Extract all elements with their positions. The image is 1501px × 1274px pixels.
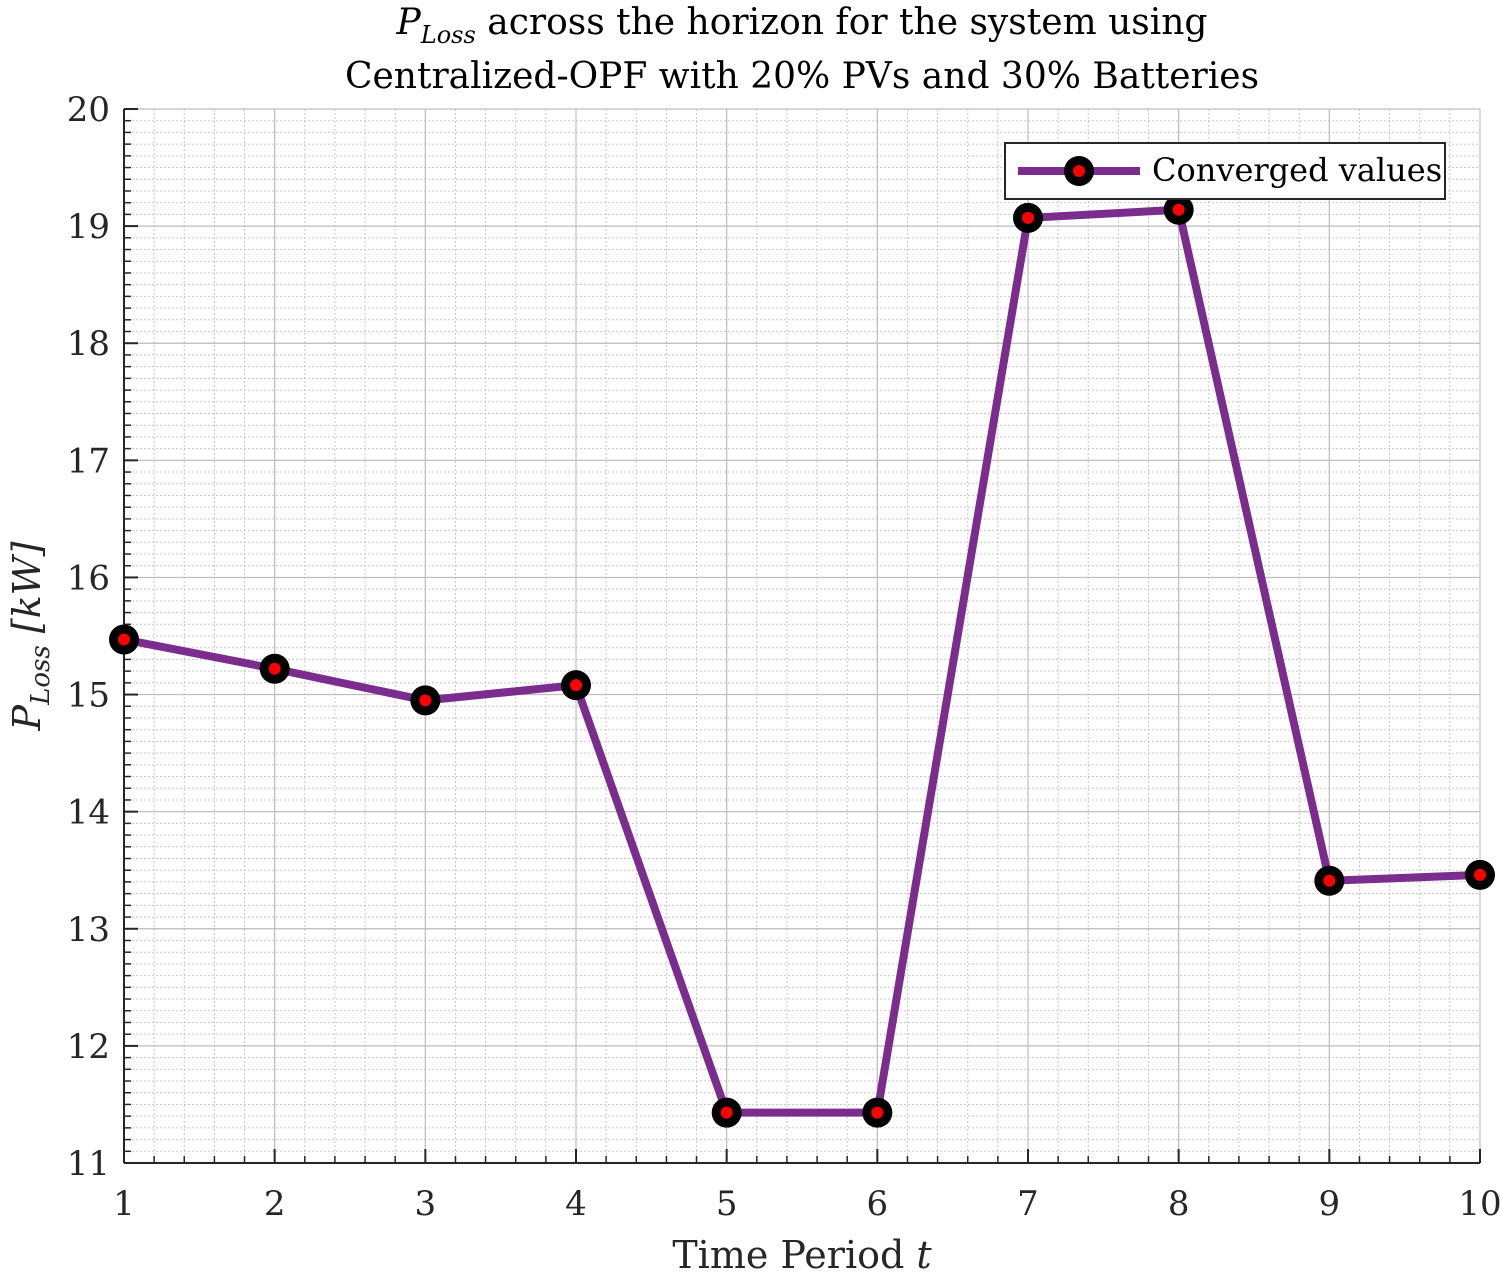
ticks	[123, 108, 1481, 1164]
x-axis-label: Time Period t	[672, 1233, 932, 1274]
x-tick-label: 9	[1319, 1184, 1341, 1224]
data-point-center	[118, 633, 130, 646]
data-point	[1013, 202, 1043, 233]
x-tick-label: 5	[716, 1184, 738, 1224]
y-tick-label: 16	[67, 558, 110, 598]
data-point-center	[871, 1106, 884, 1119]
y-tick-label: 12	[67, 1027, 110, 1067]
x-tick-label: 6	[867, 1184, 889, 1224]
data-point-center	[1022, 211, 1034, 224]
x-tick-label: 4	[565, 1184, 587, 1224]
series-line	[123, 205, 1481, 1117]
y-axis-label: PLoss [kW]	[5, 541, 56, 731]
legend-marker-center	[1073, 165, 1085, 177]
data-point-center	[268, 662, 281, 675]
data-point	[711, 1097, 742, 1128]
data-point-center	[720, 1106, 733, 1119]
data-point-center	[1323, 874, 1336, 887]
y-tick-label: 19	[67, 207, 110, 247]
data-point-center	[570, 679, 582, 692]
data-point-center	[419, 694, 432, 707]
data-point	[410, 685, 441, 716]
data-point	[1465, 859, 1495, 890]
y-tick-label: 15	[67, 676, 110, 716]
y-tick-label: 17	[67, 441, 110, 481]
data-point-center	[1172, 203, 1185, 216]
x-tick-label: 8	[1168, 1184, 1190, 1224]
chart-title-line2: Centralized-OPF with 20% PVs and 30% Bat…	[345, 56, 1259, 97]
y-tick-label: 14	[67, 793, 110, 833]
legend-label: Converged values	[1152, 151, 1442, 189]
series-layer	[109, 194, 1495, 1128]
y-tick-label: 20	[67, 90, 110, 130]
y-tick-label: 18	[67, 324, 110, 364]
data-point	[561, 670, 591, 701]
x-tick-label: 2	[264, 1184, 286, 1224]
chart-title-line1: PLoss across the horizon for the system …	[396, 2, 1208, 49]
y-tick-label: 13	[67, 910, 110, 950]
data-point	[1163, 194, 1194, 225]
data-point	[862, 1097, 893, 1128]
data-point-center	[1474, 868, 1486, 881]
data-point	[109, 624, 139, 655]
x-tick-label: 10	[1458, 1184, 1501, 1224]
legend: Converged values	[1004, 142, 1446, 200]
y-tick-label: 11	[67, 1144, 110, 1184]
x-tick-label: 1	[113, 1184, 135, 1224]
data-point	[1314, 865, 1345, 896]
x-tick-label: 7	[1017, 1184, 1039, 1224]
data-point	[259, 653, 290, 684]
x-tick-label: 3	[415, 1184, 437, 1224]
